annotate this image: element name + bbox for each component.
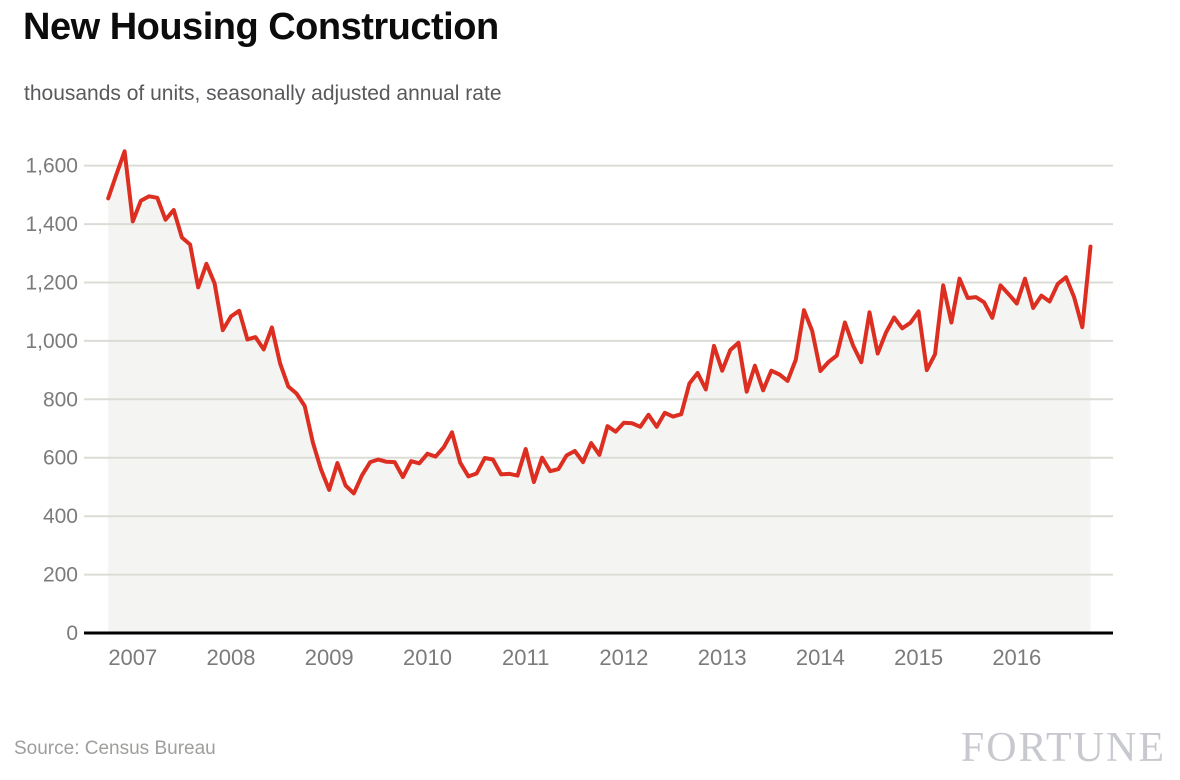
y-tick-label: 1,000 bbox=[25, 330, 78, 353]
y-tick-label: 400 bbox=[43, 505, 78, 528]
area-fill bbox=[108, 151, 1091, 634]
x-tick-label: 2011 bbox=[502, 645, 549, 670]
x-tick-label: 2012 bbox=[599, 645, 648, 670]
x-tick-label: 2014 bbox=[796, 645, 845, 670]
x-tick-label: 2008 bbox=[207, 645, 256, 670]
y-tick-label: 600 bbox=[43, 447, 78, 470]
x-tick-label: 2015 bbox=[894, 645, 943, 670]
fortune-logo: FORTUNE bbox=[960, 725, 1166, 771]
data-line-housing-starts bbox=[106, 149, 1093, 496]
x-tick-label: 2016 bbox=[992, 645, 1041, 670]
x-tick-label: 2009 bbox=[305, 645, 354, 670]
y-tick-label: 800 bbox=[43, 388, 78, 411]
y-tick-label: 1,600 bbox=[25, 155, 78, 178]
y-tick-label: 1,200 bbox=[25, 272, 78, 295]
y-tick-label: 200 bbox=[43, 564, 78, 587]
x-tick-label: 2007 bbox=[108, 645, 157, 670]
chart-title: New Housing Construction bbox=[23, 6, 499, 48]
chart-subtitle: thousands of units, seasonally adjusted … bbox=[24, 82, 502, 105]
x-tick-label: 2010 bbox=[403, 645, 452, 670]
x-tick-label: 2013 bbox=[698, 645, 747, 670]
y-tick-label: 1,400 bbox=[25, 213, 78, 236]
y-tick-label: 0 bbox=[66, 622, 78, 645]
source-label: Source: Census Bureau bbox=[14, 738, 216, 759]
